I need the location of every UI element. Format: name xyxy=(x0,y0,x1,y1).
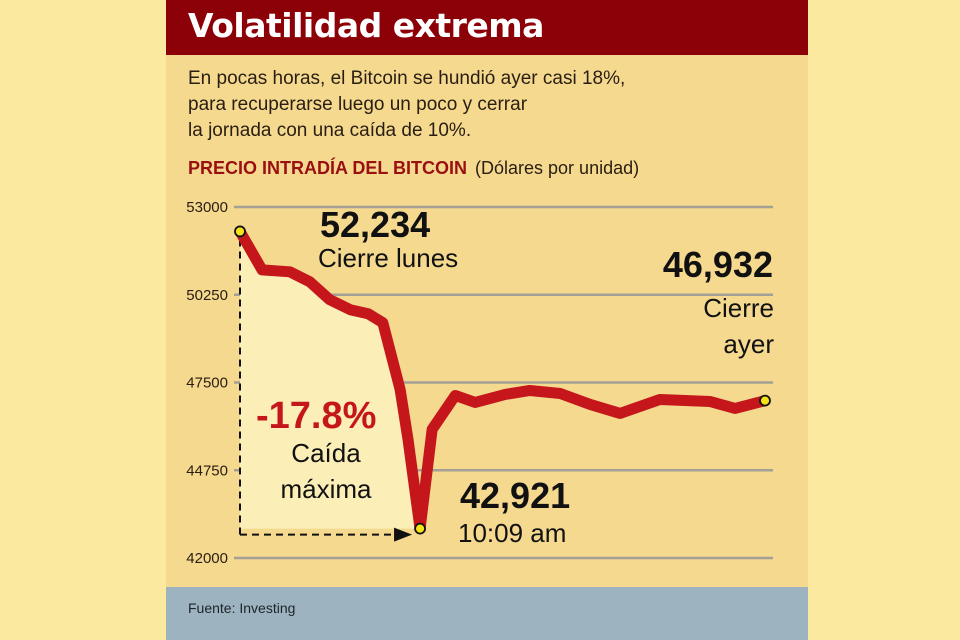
data-point-marker xyxy=(759,394,771,407)
chart-units: (Dólares por unidad) xyxy=(475,158,640,178)
subtitle: En pocas horas, el Bitcoin se hundió aye… xyxy=(188,66,788,144)
y-tick-label: 50250 xyxy=(186,287,228,304)
arrow-head-icon xyxy=(394,527,413,542)
data-point-marker xyxy=(234,225,246,238)
open-value: 52,234 xyxy=(320,204,430,245)
y-tick-label: 44750 xyxy=(186,462,228,479)
header: Volatilidad extrema xyxy=(166,0,808,55)
low-value: 42,921 xyxy=(460,475,570,516)
infographic-panel: Volatilidad extrema En pocas horas, el B… xyxy=(166,0,808,640)
subtitle-line: para recuperarse luego un poco y cerrar xyxy=(188,94,528,115)
drop-percent: -17.8% xyxy=(256,395,376,437)
y-tick-label: 47500 xyxy=(186,375,228,392)
open-label: Cierre lunes xyxy=(318,243,458,273)
drop-label-1: Caída xyxy=(291,438,361,468)
title: Volatilidad extrema xyxy=(188,6,544,45)
subtitle-line: la jornada con una caída de 10%. xyxy=(188,120,472,141)
subtitle-line: En pocas horas, el Bitcoin se hundió aye… xyxy=(188,68,626,89)
price-line xyxy=(234,225,771,535)
price-chart: 53000 50250 47500 44750 42000 52,234 Cierre … xyxy=(186,199,774,567)
close-label-1: Cierre xyxy=(703,293,774,323)
y-tick-label: 42000 xyxy=(186,550,228,567)
source-note: Fuente: Investing xyxy=(188,600,296,616)
drop-shade-area xyxy=(240,231,421,529)
data-point-marker xyxy=(414,522,426,535)
low-label: 10:09 am xyxy=(458,518,566,548)
close-label-2: ayer xyxy=(723,329,774,359)
chart-heading: PRECIO INTRADÍA DEL BITCOIN xyxy=(188,158,468,178)
chart-title: PRECIO INTRADÍA DEL BITCOIN (Dólares por … xyxy=(188,158,639,179)
footer: Fuente: Investing xyxy=(166,587,808,640)
y-tick-label: 53000 xyxy=(186,199,228,216)
drop-label-2: máxima xyxy=(280,474,372,504)
close-value: 46,932 xyxy=(663,244,773,285)
